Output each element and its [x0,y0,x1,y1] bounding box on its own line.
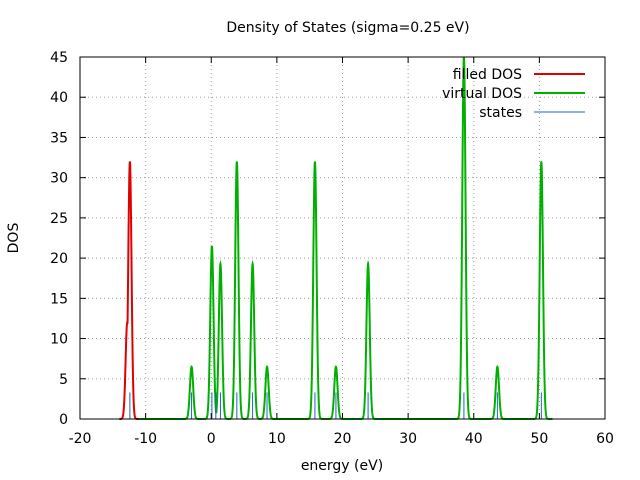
x-axis-title: energy (eV) [301,458,383,474]
y-tick-label: 25 [50,211,68,227]
x-tick-label: -20 [69,431,92,447]
y-tick-label: 15 [50,291,68,307]
x-tick-label: 40 [465,431,483,447]
y-tick-label: 30 [50,171,68,187]
x-tick-label: 10 [268,431,286,447]
y-tick-label: 0 [59,412,68,428]
chart-title: Density of States (sigma=0.25 eV) [226,20,469,36]
filled-dos-line [119,161,140,420]
axis-ticks [79,56,606,420]
legend-label: states [479,105,522,121]
grid [80,57,605,419]
y-tick-label: 5 [59,372,68,388]
y-tick-label: 40 [50,90,68,106]
x-tick-label: -10 [134,431,157,447]
legend-label: filled DOS [453,67,522,83]
y-axis-title: DOS [6,223,22,254]
y-tick-label: 35 [50,130,68,146]
x-tick-label: 30 [399,431,417,447]
x-tick-label: 60 [596,431,614,447]
y-tick-label: 10 [50,332,68,348]
legend: filled DOS virtual DOS states [442,67,585,121]
y-tick-label: 45 [50,50,68,66]
y-tick-labels: 0 5 10 15 20 25 30 35 40 45 [50,50,68,428]
x-tick-labels: -20 -10 0 10 20 30 40 50 60 [69,431,614,447]
y-tick-label: 20 [50,251,68,267]
legend-label: virtual DOS [442,86,522,102]
x-tick-label: 0 [207,431,216,447]
x-tick-label: 20 [334,431,352,447]
x-tick-label: 50 [530,431,548,447]
